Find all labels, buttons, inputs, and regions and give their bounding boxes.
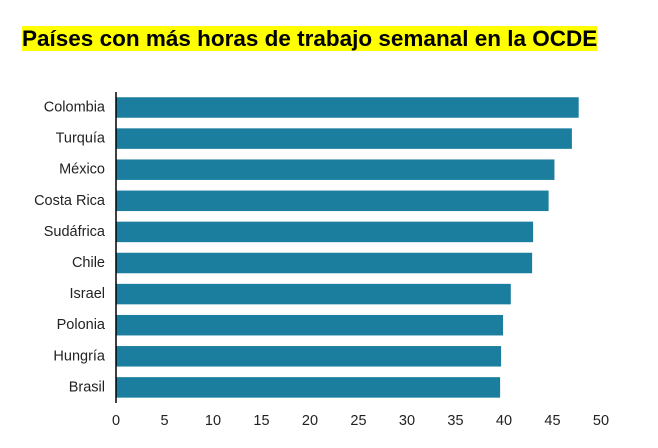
x-tick-label: 5 [160, 413, 168, 429]
x-axis-tick-labels: 0 5 10 15 20 25 30 35 40 45 50 [112, 413, 609, 429]
bar-9 [116, 377, 501, 398]
x-tick-label: 20 [302, 413, 318, 429]
category-label: Israel [70, 286, 105, 302]
x-tick-label: 40 [496, 413, 512, 429]
bars-group [116, 97, 579, 398]
category-label: Hungría [53, 348, 106, 364]
bar-1 [116, 128, 572, 149]
bar-2 [116, 159, 555, 180]
x-tick-label: 0 [112, 413, 120, 429]
category-label: Colombia [44, 100, 106, 116]
chart-title: Países con más horas de trabajo semanal … [22, 26, 598, 51]
bar-4 [116, 221, 534, 243]
bar-8 [116, 346, 502, 367]
bar-0 [116, 97, 579, 118]
category-labels: Colombia Turquía México Costa Rica Sudáfrica… [34, 100, 106, 396]
bar-6 [116, 283, 511, 305]
x-tick-label: 50 [593, 413, 609, 429]
bar-5 [116, 252, 533, 274]
category-label: Costa Rica [34, 193, 106, 209]
category-label: Sudáfrica [44, 224, 106, 240]
category-label: México [59, 162, 105, 178]
x-tick-label: 10 [205, 413, 221, 429]
category-label: Polonia [57, 317, 106, 333]
x-tick-label: 25 [350, 413, 366, 429]
x-tick-label: 35 [447, 413, 463, 429]
x-tick-label: 15 [253, 413, 269, 429]
x-tick-label: 30 [399, 413, 415, 429]
category-label: Turquía [56, 131, 106, 147]
category-label: Brasil [69, 379, 105, 395]
x-tick-label: 45 [544, 413, 560, 429]
chart-title-wrap: Países con más horas de trabajo semanal … [22, 24, 602, 53]
bar-7 [116, 314, 504, 336]
category-label: Chile [72, 255, 105, 271]
bar-3 [116, 190, 549, 212]
